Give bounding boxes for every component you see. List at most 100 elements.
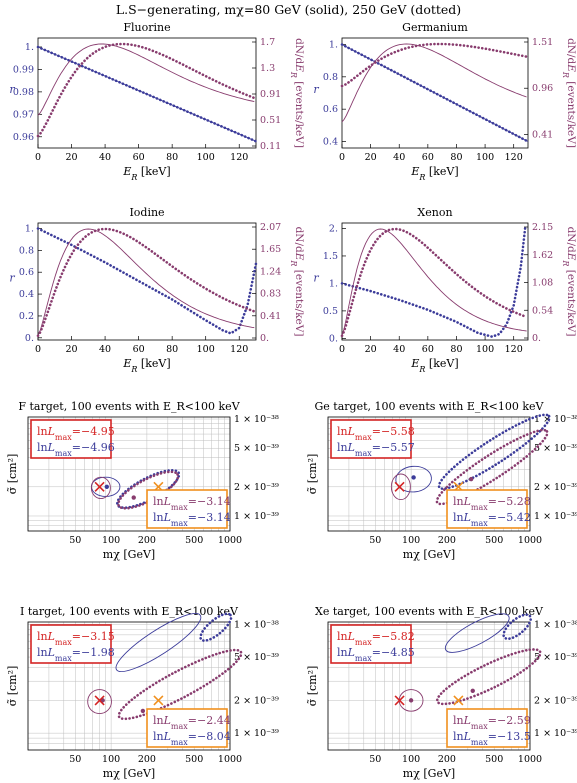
spectrum-curve-solid bbox=[37, 228, 255, 336]
panel-title: Ge target, 100 events with E_R<100 keV bbox=[315, 400, 545, 413]
true-value-marker-orange bbox=[153, 695, 164, 706]
y-axis-label: σ̃ [cm²] bbox=[6, 666, 19, 707]
x-tick-label: 100 bbox=[476, 344, 494, 355]
y-tick-label-right: 2 × 10⁻³⁹ bbox=[534, 482, 577, 493]
x-tick-label: 100 bbox=[402, 535, 420, 546]
likelihood-value: lnLmax=−5.58 bbox=[337, 425, 415, 442]
x-tick-label: 40 bbox=[99, 344, 111, 355]
spectrum-panel-4: Xenon 0 20 40 60 80 100 120 2. 1.5 1. 0.5 0. 2.15 1.62… bbox=[313, 206, 577, 374]
best-fit-point-purple bbox=[131, 495, 136, 500]
y-axis-label-left: r bbox=[9, 272, 15, 285]
x-tick-label: 1000 bbox=[218, 754, 242, 765]
y-tick-label-right: 0.54 bbox=[532, 305, 553, 316]
x-axis-label: ER [keV] bbox=[410, 357, 458, 374]
likelihood-box-frame bbox=[30, 624, 112, 664]
x-axis-label: ER [keV] bbox=[122, 357, 170, 374]
y-tick-label-right: 5 × 10⁻³⁹ bbox=[234, 443, 279, 454]
x-tick-label: 500 bbox=[185, 754, 203, 765]
likelihood-value: lnLmax=−4.95 bbox=[37, 425, 115, 442]
spectrum-panel-3: Iodine 0 20 40 60 80 100 120 1. 0.8 0.6 0.4 0.2 0. 2.0… bbox=[9, 206, 305, 374]
y-tick-label-left: 0.2 bbox=[19, 311, 34, 322]
true-value-marker-red bbox=[94, 695, 105, 706]
best-fit-point-blue bbox=[104, 484, 109, 490]
y-axis-label-left: r bbox=[9, 83, 15, 96]
y-tick-label-right: 1 × 10⁻³⁹ bbox=[534, 728, 577, 739]
marker-stroke bbox=[94, 695, 105, 706]
x-axis-label: mχ [GeV] bbox=[103, 767, 155, 780]
y-tick-label-right: 0.96 bbox=[532, 83, 553, 94]
contour-blue-solid bbox=[115, 613, 202, 672]
x-tick-label: 60 bbox=[422, 344, 434, 355]
x-tick-label: 60 bbox=[133, 152, 145, 163]
contour-blue-solid bbox=[444, 613, 510, 653]
likelihood-value: lnLmax=−3.15 bbox=[37, 630, 115, 647]
x-tick-label: 0 bbox=[339, 344, 345, 355]
y-axis-label-left: r bbox=[313, 272, 319, 285]
y-tick-label-right: 1.62 bbox=[532, 250, 553, 261]
y-tick-label-right: 1.24 bbox=[260, 266, 281, 277]
likelihood-box-frame bbox=[446, 489, 528, 529]
y-tick-label-left: 1. bbox=[329, 39, 338, 50]
x-tick-label: 100 bbox=[102, 535, 120, 546]
x-tick-label: 20 bbox=[65, 152, 77, 163]
x-tick-label: 60 bbox=[133, 344, 145, 355]
r-curve-dotted bbox=[340, 43, 530, 143]
marker-stroke bbox=[94, 481, 105, 492]
spectrum-curve-dotted bbox=[340, 227, 528, 338]
x-tick-label: 100 bbox=[197, 152, 215, 163]
y-tick-label-left: 0.6 bbox=[19, 267, 34, 278]
panel-title: I target, 100 events with E_R<100 keV bbox=[20, 605, 239, 618]
y-tick-label-right: 1.65 bbox=[260, 244, 281, 255]
contour-purple-dotted bbox=[435, 648, 542, 706]
true-value-marker-orange bbox=[453, 695, 464, 706]
r-curve-dotted bbox=[36, 45, 258, 143]
x-tick-label: 0 bbox=[339, 152, 345, 163]
likelihood-box-frame bbox=[146, 489, 228, 529]
x-tick-label: 100 bbox=[402, 754, 420, 765]
contour-blue-solid bbox=[395, 465, 432, 493]
spectrum-curve-dotted bbox=[36, 227, 256, 338]
panel-title: Xe target, 100 events with E_R<100 keV bbox=[315, 605, 544, 618]
plot-frame bbox=[327, 621, 531, 751]
y-tick-label-left: 0.8 bbox=[323, 72, 338, 83]
plot-frame bbox=[341, 37, 529, 149]
y-tick-label-right: 2 × 10⁻³⁹ bbox=[234, 695, 279, 706]
y-tick-label-right: 0.51 bbox=[260, 115, 281, 126]
y-tick-label-left: 0.98 bbox=[13, 87, 34, 98]
likelihood-value: lnLmax=−2.44 bbox=[153, 714, 231, 731]
x-tick-label: 1000 bbox=[218, 535, 242, 546]
plot-frame bbox=[327, 416, 531, 532]
x-tick-label: 50 bbox=[369, 754, 381, 765]
likelihood-box-frame bbox=[146, 708, 228, 748]
y-tick-label-right: 5 × 10⁻³⁹ bbox=[234, 652, 279, 663]
y-tick-label-left: 1. bbox=[25, 223, 34, 234]
contour-blue-dotted bbox=[199, 612, 233, 642]
contour-purple-dotted bbox=[117, 648, 243, 721]
y-tick-label-left: 1. bbox=[329, 278, 338, 289]
likelihood-value: lnLmax=−1.98 bbox=[37, 646, 115, 663]
likelihood-value: lnLmax=−3.14 bbox=[153, 511, 231, 528]
figure-title: L.S−generating, mχ=80 GeV (solid), 250 G… bbox=[115, 2, 462, 17]
contour-purple-solid bbox=[90, 476, 111, 499]
likelihood-value: lnLmax=−2.59 bbox=[453, 714, 531, 731]
spectrum-curve-solid bbox=[37, 43, 255, 116]
y-tick-label-left: 0.4 bbox=[19, 289, 34, 300]
contour-panel-2: Ge target, 100 events with E_R<100 keV 50… bbox=[306, 400, 577, 561]
x-tick-label: 100 bbox=[197, 344, 215, 355]
panel-title: Germanium bbox=[402, 21, 468, 34]
y-tick-label-left: 0.4 bbox=[323, 137, 338, 148]
x-tick-label: 40 bbox=[393, 152, 405, 163]
y-tick-label-right: 2 × 10⁻³⁹ bbox=[234, 482, 279, 493]
contour-blue-dotted bbox=[502, 613, 533, 641]
y-tick-label-right: 1 × 10⁻³⁹ bbox=[234, 511, 279, 522]
y-axis-label: σ̃ [cm²] bbox=[306, 454, 319, 495]
y-tick-label-left: 1. bbox=[25, 42, 34, 53]
likelihood-box-frame bbox=[330, 624, 412, 664]
spectrum-panel-1: Fluorine 0 20 40 60 80 100 120 1. 0.99 0.98 0.97 0.9… bbox=[9, 21, 305, 182]
likelihood-value: lnLmax=−8.04 bbox=[153, 730, 231, 747]
y-tick-label-right: 1.51 bbox=[532, 37, 553, 48]
y-tick-label-right: 5 × 10⁻³⁹ bbox=[534, 443, 577, 454]
